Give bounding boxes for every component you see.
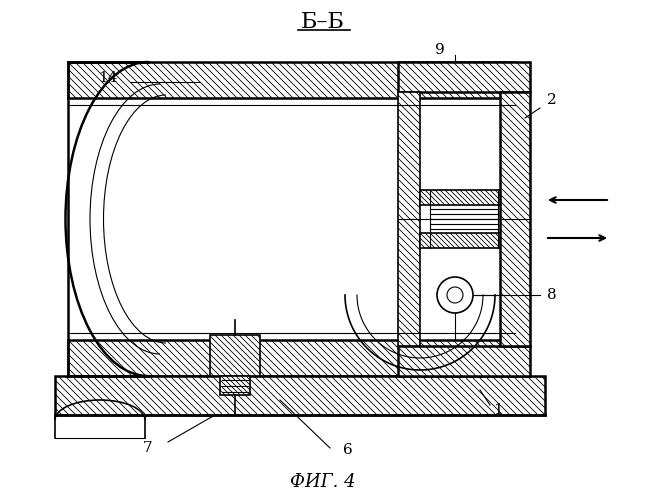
Text: 2: 2 (547, 93, 557, 107)
Polygon shape (398, 62, 530, 92)
Polygon shape (220, 376, 250, 395)
Polygon shape (55, 376, 545, 415)
Polygon shape (68, 62, 515, 98)
Text: 6: 6 (343, 443, 353, 457)
Polygon shape (398, 92, 420, 346)
Polygon shape (210, 335, 260, 376)
Polygon shape (398, 346, 530, 376)
Circle shape (437, 277, 473, 313)
Text: 14: 14 (98, 71, 118, 85)
Polygon shape (500, 92, 530, 346)
Text: 8: 8 (547, 288, 557, 302)
Text: 7: 7 (143, 441, 153, 455)
Polygon shape (68, 340, 515, 376)
Polygon shape (420, 233, 500, 248)
Circle shape (447, 287, 463, 303)
Text: 9: 9 (435, 43, 445, 57)
Text: Б–Б: Б–Б (301, 11, 345, 33)
Polygon shape (420, 190, 500, 205)
Text: ФИГ. 4: ФИГ. 4 (291, 473, 356, 491)
Text: 1: 1 (493, 403, 503, 417)
